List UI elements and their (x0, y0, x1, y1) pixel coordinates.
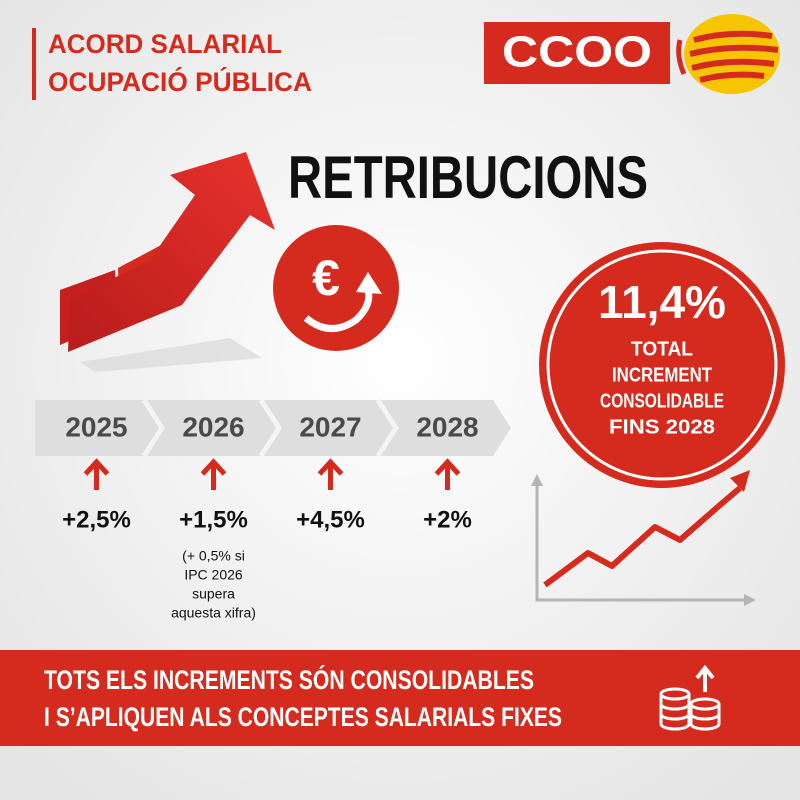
band-bg (35, 400, 493, 456)
note-line: (+ 0,5% si (182, 548, 245, 564)
total-ring (546, 249, 778, 481)
note-line: supera (192, 586, 235, 602)
total-value: 11,4% (598, 276, 726, 328)
increase: +4,5% (296, 506, 365, 533)
year-label: 2026 (182, 411, 244, 442)
main-title: RETRIBUCIONS (288, 144, 648, 211)
band-chevron (141, 398, 165, 458)
up-arrow (83, 458, 110, 490)
trend-chart (531, 470, 756, 606)
euro-circle (273, 225, 399, 351)
up-arrow (317, 458, 344, 490)
total-circle (539, 242, 785, 488)
year-label: 2028 (416, 411, 478, 442)
band-chevron (375, 398, 399, 458)
logo-flag (676, 14, 780, 94)
total-line: INCREMENT (612, 364, 712, 386)
increase: +2,5% (62, 506, 131, 533)
note-line: IPC 2026 (184, 567, 243, 583)
rising-arrow (60, 152, 275, 372)
year-band (35, 398, 511, 458)
total-line: TOTAL (631, 338, 693, 360)
footer-text: I S’APLIQUEN ALS CONCEPTES SALARIALS FIX… (44, 702, 562, 732)
up-arrow (200, 458, 227, 490)
band-chevron (258, 398, 282, 458)
band-tip (493, 400, 511, 456)
logo-box (484, 22, 670, 84)
footer-text: TOTS ELS INCREMENTS SÓN CONSOLIDABLES (44, 664, 534, 695)
increase: +1,5% (179, 506, 248, 533)
header-title: ACORD SALARIAL (48, 29, 282, 59)
header-title: OCUPACIÓ PÚBLICA (48, 66, 312, 97)
euro-symbol: € (312, 250, 340, 306)
coins-icon (659, 664, 721, 731)
total-line: CONSOLIDABLE (600, 390, 724, 412)
logo-text: CCOO (502, 28, 652, 77)
total-line: FINS 2028 (609, 416, 715, 438)
increase: +2% (423, 506, 472, 533)
year-label: 2025 (65, 411, 127, 442)
header-bar (32, 28, 36, 100)
note-line: aquesta xifra) (171, 605, 256, 621)
up-arrow (434, 458, 461, 490)
euro-arrow (303, 289, 373, 332)
euro-arrow-head (356, 272, 382, 294)
year-label: 2027 (299, 411, 361, 442)
